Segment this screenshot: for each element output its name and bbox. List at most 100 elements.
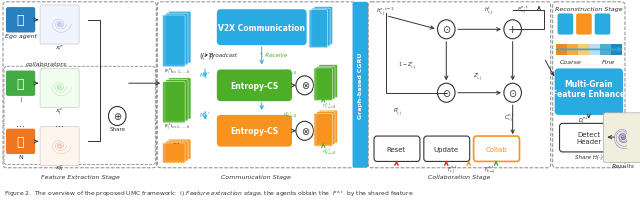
FancyBboxPatch shape	[6, 71, 35, 96]
FancyBboxPatch shape	[166, 14, 188, 66]
FancyBboxPatch shape	[595, 14, 611, 35]
Text: Share: Share	[109, 127, 125, 132]
FancyBboxPatch shape	[217, 70, 292, 102]
Text: $x_i^e$: $x_i^e$	[55, 43, 64, 53]
Text: Figure 2.  The overview of the proposed UMC framework:  i) $\it{Feature\ extract: Figure 2. The overview of the proposed U…	[4, 188, 413, 198]
FancyBboxPatch shape	[166, 141, 188, 161]
Text: $|F_j^c|_{s=1,...,S}$: $|F_j^c|_{s=1,...,S}$	[164, 122, 191, 132]
Bar	[556, 45, 566, 55]
Text: $Z_{i,j}^{t}$: $Z_{i,j}^{t}$	[473, 71, 482, 82]
Text: Collab: Collab	[485, 146, 507, 152]
FancyBboxPatch shape	[353, 3, 368, 168]
FancyBboxPatch shape	[316, 67, 335, 100]
Text: Entropy-CS: Entropy-CS	[230, 127, 278, 136]
Text: Ego agent: Ego agent	[4, 34, 36, 39]
FancyBboxPatch shape	[168, 78, 191, 119]
Text: Collaboration Stage: Collaboration Stage	[428, 174, 490, 179]
Text: $1-Z_{i,j}^{t}$: $1-Z_{i,j}^{t}$	[398, 60, 416, 72]
FancyBboxPatch shape	[40, 6, 79, 45]
FancyBboxPatch shape	[40, 127, 79, 166]
FancyBboxPatch shape	[557, 14, 573, 35]
FancyBboxPatch shape	[309, 11, 328, 49]
Circle shape	[296, 76, 314, 95]
Text: $F_{2\rightarrow i,B}^{e,t}$: $F_{2\rightarrow i,B}^{e,t}$	[283, 67, 298, 77]
Text: $x_N^c$: $x_N^c$	[55, 162, 64, 172]
Circle shape	[296, 122, 314, 141]
Text: Feature Extraction Stage: Feature Extraction Stage	[41, 174, 120, 179]
FancyBboxPatch shape	[319, 65, 337, 98]
FancyBboxPatch shape	[555, 69, 623, 115]
Text: $R_{i,j}^{t}$: $R_{i,j}^{t}$	[393, 105, 402, 117]
FancyBboxPatch shape	[474, 136, 520, 162]
Text: ⊗: ⊗	[301, 81, 308, 91]
Text: Results: Results	[611, 163, 634, 168]
FancyBboxPatch shape	[316, 112, 335, 145]
Text: Communication Stage: Communication Stage	[221, 174, 291, 179]
Text: Reconstruction Stage: Reconstruction Stage	[555, 7, 623, 12]
Text: +: +	[508, 25, 517, 35]
Bar	[600, 45, 611, 55]
Text: Entropy-CS: Entropy-CS	[230, 81, 278, 90]
Text: N: N	[18, 154, 23, 159]
FancyBboxPatch shape	[163, 16, 185, 67]
Text: Share H(·): Share H(·)	[575, 154, 603, 159]
FancyBboxPatch shape	[314, 8, 333, 45]
FancyBboxPatch shape	[6, 8, 35, 33]
Circle shape	[504, 84, 522, 103]
Text: $|F_i^e|_{s=1,...,S}$: $|F_i^e|_{s=1,...,S}$	[164, 68, 191, 77]
Text: Detect
Header: Detect Header	[576, 131, 602, 144]
FancyBboxPatch shape	[168, 12, 191, 64]
Text: $D_i^{e,t}$: $D_i^{e,t}$	[579, 114, 589, 125]
Text: $M_{i,j}^{e,t}$: $M_{i,j}^{e,t}$	[199, 70, 211, 82]
Text: 🚘: 🚘	[17, 77, 24, 90]
Text: Multi-Grain
Feature Enhance: Multi-Grain Feature Enhance	[552, 79, 625, 99]
FancyBboxPatch shape	[40, 69, 79, 108]
Text: ↑ Receive: ↑ Receive	[259, 53, 287, 58]
Text: ⊙: ⊙	[442, 25, 451, 35]
FancyBboxPatch shape	[559, 124, 618, 152]
FancyBboxPatch shape	[312, 9, 330, 47]
FancyBboxPatch shape	[166, 80, 188, 121]
Bar	[611, 45, 622, 55]
Bar	[589, 45, 600, 55]
Text: $x_j^c$: $x_j^c$	[56, 106, 64, 117]
FancyBboxPatch shape	[217, 115, 292, 147]
FancyBboxPatch shape	[314, 114, 333, 146]
Bar	[566, 45, 578, 55]
FancyBboxPatch shape	[374, 136, 420, 162]
FancyBboxPatch shape	[163, 82, 185, 123]
Text: $F_{2\rightarrow i,B}^{e,t}$: $F_{2\rightarrow i,B}^{e,t}$	[322, 101, 337, 111]
Text: Update: Update	[434, 146, 459, 152]
FancyBboxPatch shape	[319, 111, 337, 143]
Text: Fine: Fine	[602, 59, 615, 64]
Text: ⊙: ⊙	[509, 88, 516, 98]
Text: ((•)): ((•))	[200, 52, 214, 59]
Text: j: j	[20, 96, 21, 101]
Text: $h_{i,j}^{t}$: $h_{i,j}^{t}$	[484, 5, 494, 17]
Text: ...: ...	[55, 119, 64, 129]
Text: ⊗: ⊗	[301, 126, 308, 136]
Text: collaborators: collaborators	[26, 61, 67, 66]
Text: $\oplus$: $\oplus$	[113, 111, 122, 122]
Text: $F_{N\rightarrow i,B}^{e,t}$: $F_{N\rightarrow i,B}^{e,t}$	[283, 109, 298, 119]
FancyBboxPatch shape	[576, 14, 592, 35]
FancyBboxPatch shape	[168, 139, 191, 159]
Circle shape	[108, 107, 126, 126]
Text: ...: ...	[16, 119, 25, 129]
Text: Reset: Reset	[387, 146, 406, 152]
Text: $F_{i,j}^{e,t}$: $F_{i,j}^{e,t}$	[447, 164, 458, 176]
Text: ↓ Broadcast: ↓ Broadcast	[203, 53, 237, 58]
Text: $M_{i,j}^{e,t}$: $M_{i,j}^{e,t}$	[199, 110, 211, 122]
Text: 🚘: 🚘	[17, 14, 24, 27]
Text: Graph-based CGRU: Graph-based CGRU	[358, 52, 363, 118]
FancyBboxPatch shape	[424, 136, 470, 162]
Text: ⊙: ⊙	[442, 88, 451, 98]
Text: ...: ...	[172, 136, 180, 145]
Text: $F_{N\rightarrow i,B}^{e,t}$: $F_{N\rightarrow i,B}^{e,t}$	[322, 146, 337, 156]
Text: Coarse: Coarse	[559, 59, 581, 64]
Bar	[578, 45, 589, 55]
Circle shape	[438, 21, 455, 40]
Circle shape	[504, 21, 522, 40]
Text: $h_{i,j}^{e,t-1}$: $h_{i,j}^{e,t-1}$	[376, 5, 395, 18]
FancyBboxPatch shape	[163, 143, 185, 163]
